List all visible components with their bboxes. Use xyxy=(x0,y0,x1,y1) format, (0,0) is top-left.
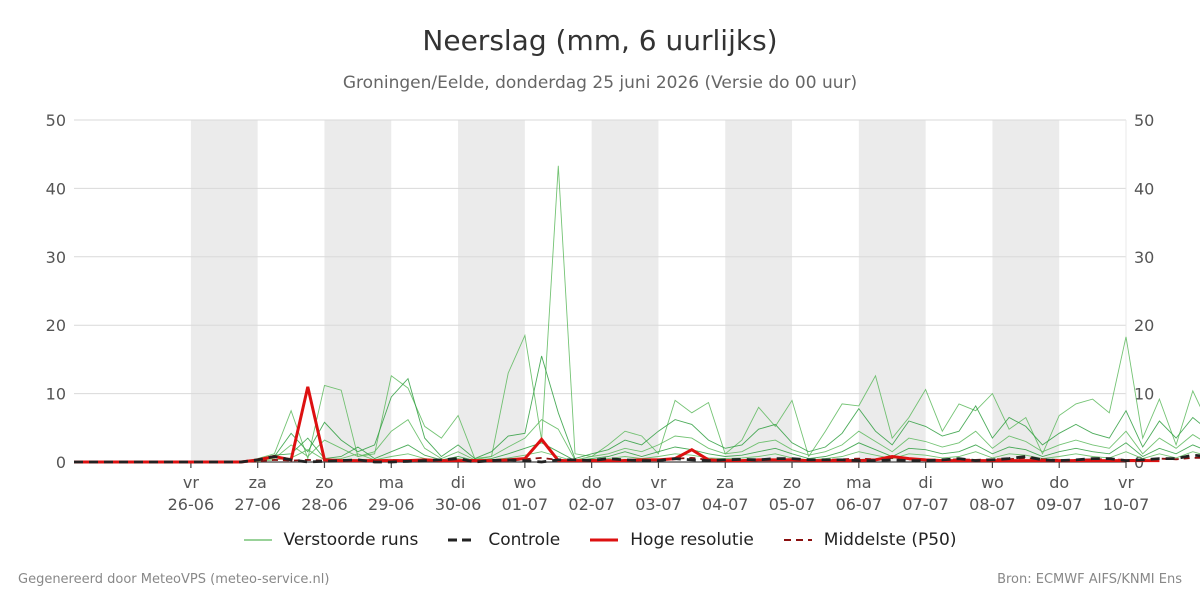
series-line-ensemble xyxy=(74,449,1200,463)
day-band xyxy=(458,120,525,462)
x-tick-weekday: di xyxy=(918,473,933,492)
day-band xyxy=(992,120,1060,462)
x-tick-date: 07-07 xyxy=(902,495,949,514)
x-tick-date: 02-07 xyxy=(568,495,615,514)
x-tick-weekday: za xyxy=(249,473,267,492)
x-tick-date: 10-07 xyxy=(1103,495,1150,514)
y-tick-label-right: 10 xyxy=(1134,385,1154,404)
x-tick-date: 01-07 xyxy=(502,495,549,514)
legend-label-control: Controle xyxy=(488,530,561,550)
y-tick-label-left: 50 xyxy=(46,111,66,130)
x-tick-weekday: do xyxy=(582,473,602,492)
x-tick-date: 29-06 xyxy=(368,495,415,514)
y-tick-label-right: 20 xyxy=(1134,316,1154,335)
x-tick-weekday: vr xyxy=(1118,473,1134,492)
x-tick-weekday: do xyxy=(1049,473,1069,492)
x-tick-date: 06-07 xyxy=(836,495,883,514)
x-tick-weekday: zo xyxy=(783,473,801,492)
y-tick-label-right: 0 xyxy=(1134,453,1144,472)
x-tick-weekday: vr xyxy=(183,473,199,492)
legend-swatch-hires xyxy=(590,538,619,542)
footer-generator: Gegenereerd door MeteoVPS (meteo-service… xyxy=(18,572,330,587)
legend-item-hires: Hoge resolutie xyxy=(590,530,754,550)
x-tick-weekday: zo xyxy=(315,473,333,492)
x-tick-weekday: vr xyxy=(650,473,666,492)
x-tick-date: 28-06 xyxy=(301,495,348,514)
legend-swatch-control xyxy=(448,538,477,542)
y-tick-label-left: 10 xyxy=(46,385,66,404)
x-tick-date: 09-07 xyxy=(1036,495,1083,514)
x-tick-weekday: di xyxy=(451,473,466,492)
x-tick-weekday: wo xyxy=(981,473,1004,492)
x-tick-weekday: wo xyxy=(513,473,536,492)
legend-item-control: Controle xyxy=(448,530,560,550)
legend-label-hires: Hoge resolutie xyxy=(630,530,754,550)
day-band xyxy=(591,120,659,462)
legend-item-ensemble: Verstoorde runs xyxy=(243,530,419,550)
footer-source: Bron: ECMWF AIFS/KNMI Ens xyxy=(997,572,1182,587)
x-tick-date: 03-07 xyxy=(635,495,682,514)
chart-title: Neerslag (mm, 6 uurlijks) xyxy=(422,24,778,57)
legend-label-ensemble: Verstoorde runs xyxy=(283,530,419,550)
x-tick-date: 08-07 xyxy=(969,495,1016,514)
x-tick-date: 27-06 xyxy=(234,495,281,514)
legend-swatch-median xyxy=(783,539,812,541)
day-band xyxy=(858,120,926,462)
x-tick-date: 26-06 xyxy=(168,495,215,514)
x-tick-weekday: ma xyxy=(846,473,871,492)
y-tick-label-left: 30 xyxy=(46,248,66,267)
y-tick-label-right: 40 xyxy=(1134,179,1154,198)
y-tick-label-right: 30 xyxy=(1134,248,1154,267)
x-tick-weekday: za xyxy=(716,473,734,492)
y-tick-label-right: 50 xyxy=(1134,111,1154,130)
chart-legend: Verstoorde runs Controle Hoge resolutie … xyxy=(0,530,1200,550)
x-tick-weekday: ma xyxy=(379,473,404,492)
y-tick-label-left: 20 xyxy=(46,316,66,335)
legend-swatch-ensemble xyxy=(243,539,272,541)
chart-subtitle: Groningen/Eelde, donderdag 25 juni 2026 … xyxy=(342,73,858,93)
day-band xyxy=(725,120,793,462)
day-band xyxy=(324,120,392,462)
x-tick-date: 30-06 xyxy=(435,495,482,514)
y-tick-label-left: 40 xyxy=(46,179,66,198)
legend-label-median: Middelste (P50) xyxy=(823,530,957,550)
day-band xyxy=(190,120,258,462)
y-tick-label-left: 0 xyxy=(56,453,66,472)
x-tick-date: 05-07 xyxy=(769,495,816,514)
series-line-ensemble xyxy=(74,418,1200,463)
x-tick-date: 04-07 xyxy=(702,495,749,514)
series-line-control xyxy=(74,453,1200,464)
legend-item-median: Middelste (P50) xyxy=(783,530,957,550)
